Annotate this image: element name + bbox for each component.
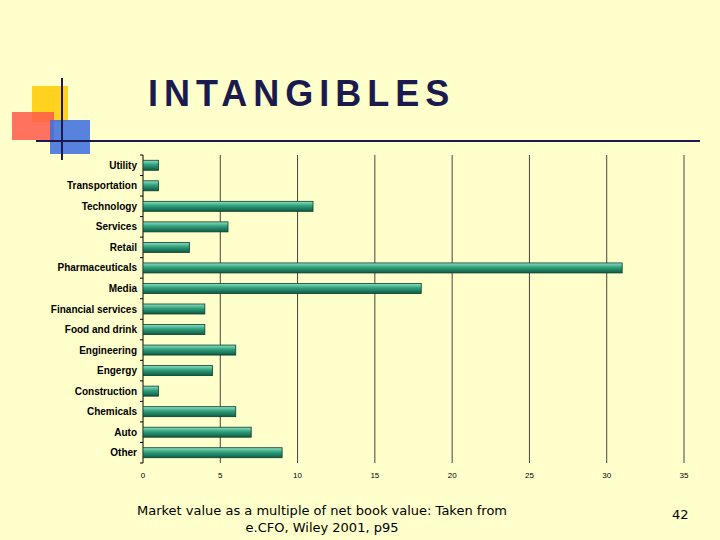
axis-tick: [140, 196, 143, 197]
grid-line: [684, 155, 685, 463]
tick-label: 15: [370, 471, 379, 480]
grid-line: [529, 155, 530, 463]
axis-tick: [140, 175, 143, 176]
bar: [143, 366, 213, 376]
category-label: Financial services: [51, 304, 138, 315]
grid-line: [606, 155, 607, 463]
bar: [143, 242, 189, 252]
axis-tick: [140, 257, 143, 258]
tick-label: 35: [680, 471, 689, 480]
bar: [143, 201, 313, 211]
x-axis: [143, 463, 684, 464]
bar: [143, 222, 228, 232]
tick-label: 25: [525, 471, 534, 480]
category-label: Pharmaceuticals: [58, 262, 138, 273]
grid-line: [452, 155, 453, 463]
axis-tick: [140, 442, 143, 443]
axis-tick: [140, 237, 143, 238]
axis-tick: [140, 339, 143, 340]
axis-tick: [140, 380, 143, 381]
axis-tick: [140, 319, 143, 320]
category-label: Construction: [75, 386, 137, 397]
axis-tick: [140, 216, 143, 217]
bar: [143, 181, 158, 191]
category-label: Utility: [109, 160, 137, 171]
category-label: Other: [110, 447, 137, 458]
tick-label: 20: [448, 471, 457, 480]
axis-tick: [140, 360, 143, 361]
bar: [143, 304, 205, 314]
bar: [143, 263, 622, 273]
axis-tick: [140, 298, 143, 299]
category-label: Auto: [114, 427, 137, 438]
bar: [143, 448, 282, 458]
category-label: Transportation: [67, 180, 137, 191]
bar: [143, 345, 236, 355]
tick-label: 30: [602, 471, 611, 480]
tick-label: 0: [141, 471, 146, 480]
page-number: 42: [672, 507, 689, 522]
bar: [143, 427, 251, 437]
deco-square: [50, 120, 90, 154]
category-label: Engergy: [97, 365, 137, 376]
slide: INTANGIBLES 0 5 10 15 20 25 30 35 Utility Transpor…: [0, 0, 720, 540]
category-label: Chemicals: [87, 406, 137, 417]
deco-square: [12, 112, 54, 140]
bar: [143, 283, 421, 293]
title-rule: [36, 140, 700, 142]
tick-label: 10: [293, 471, 302, 480]
bar: [143, 386, 158, 396]
axis-tick: [140, 278, 143, 279]
deco-line: [61, 78, 63, 160]
bar: [143, 160, 158, 170]
chart: INTANGIBLES 0 5 10 15 20 25 30 35 Utility Transpor…: [0, 0, 720, 540]
title: INTANGIBLES: [148, 73, 455, 114]
grid-line: [374, 155, 375, 463]
axis-tick: [140, 401, 143, 402]
axis-tick: [140, 155, 143, 156]
category-label: Engineering: [79, 345, 137, 356]
category-label: Services: [96, 221, 138, 232]
tick-label: 5: [218, 471, 223, 480]
bar: [143, 325, 205, 335]
category-label: Food and drink: [65, 324, 138, 335]
category-label: Technology: [82, 201, 138, 212]
bars: [143, 160, 622, 457]
bar: [143, 407, 236, 417]
category-label: Media: [109, 283, 138, 294]
category-label: Retail: [110, 242, 137, 253]
caption: Market value as a multiple of net book v…: [132, 502, 512, 536]
axis-tick: [140, 463, 143, 464]
axis-tick: [140, 421, 143, 422]
